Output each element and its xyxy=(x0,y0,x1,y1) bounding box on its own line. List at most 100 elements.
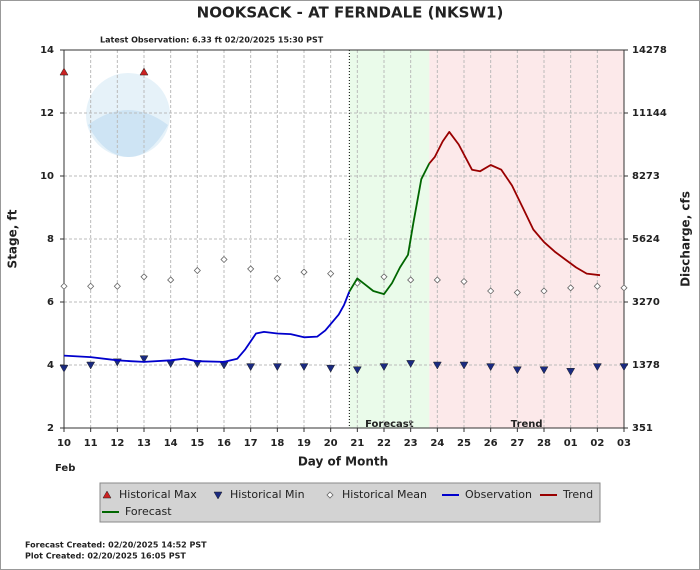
footer-line: Plot Created: 02/20/2025 16:05 PST xyxy=(25,552,186,561)
chart-title: NOOKSACK - AT FERNDALE (NKSW1) xyxy=(197,4,504,22)
marker xyxy=(460,277,468,286)
marker xyxy=(567,284,575,292)
x-sublabel: Feb xyxy=(55,463,75,474)
y-tick-label: 8 xyxy=(47,234,54,245)
x-tick-label: 17 xyxy=(244,438,258,449)
series-line xyxy=(63,291,351,363)
marker xyxy=(220,255,228,264)
marker xyxy=(352,366,362,375)
x-tick-label: 19 xyxy=(297,438,311,449)
marker xyxy=(113,282,121,290)
x-tick-label: 22 xyxy=(377,438,391,449)
marker xyxy=(540,287,548,295)
marker xyxy=(59,364,69,373)
y-tick-label: 12 xyxy=(40,108,54,119)
y-tick-label: 10 xyxy=(40,171,54,182)
marker xyxy=(300,268,308,276)
y2-tick-label: 5624 xyxy=(632,234,660,245)
x-tick-label: 25 xyxy=(457,438,471,449)
x-tick-label: 18 xyxy=(270,438,284,449)
y-tick-label: 6 xyxy=(47,297,54,308)
legend-marker xyxy=(213,491,223,500)
marker xyxy=(87,282,95,290)
marker xyxy=(193,266,201,275)
x-tick-label: 23 xyxy=(404,438,418,449)
marker xyxy=(487,287,495,295)
x-tick-label: 10 xyxy=(57,438,71,449)
x-tick-label: 12 xyxy=(110,438,124,449)
y2-tick-label: 14278 xyxy=(632,45,667,56)
legend-label: Forecast xyxy=(125,505,172,518)
marker xyxy=(246,363,256,372)
marker xyxy=(620,284,628,292)
marker xyxy=(593,282,601,290)
plot-frame xyxy=(63,49,625,429)
y2-tick-label: 11144 xyxy=(632,108,667,119)
legend-label: Trend xyxy=(562,488,593,501)
x-tick-label: 01 xyxy=(564,438,578,449)
marker xyxy=(273,274,281,282)
y2-tick-label: 8273 xyxy=(632,171,660,182)
marker xyxy=(380,273,388,281)
x-tick-label: 16 xyxy=(217,438,231,449)
marker xyxy=(326,364,336,373)
series-line xyxy=(348,162,431,295)
legend-label: Observation xyxy=(465,488,532,501)
legend-marker xyxy=(326,491,334,499)
marker xyxy=(432,361,442,370)
marker xyxy=(486,363,496,372)
x-tick-label: 26 xyxy=(484,438,498,449)
y2-tick-label: 351 xyxy=(632,423,653,434)
marker xyxy=(407,276,415,284)
logo-wave xyxy=(88,110,168,158)
y2-axis-label: Discharge, cfs xyxy=(679,191,693,287)
y2-tick-label: 3270 xyxy=(632,297,660,308)
marker xyxy=(513,288,521,297)
y2-tick-label: 1378 xyxy=(632,360,660,371)
y-axis-label: Stage, ft xyxy=(6,209,20,268)
footer-line: Forecast Created: 02/20/2025 14:52 PST xyxy=(25,541,207,550)
series-line xyxy=(428,131,601,277)
region-label: Forecast xyxy=(365,419,414,430)
marker xyxy=(272,363,282,372)
y-tick-label: 4 xyxy=(47,360,54,371)
marker xyxy=(140,273,148,281)
x-tick-label: 13 xyxy=(137,438,151,449)
marker xyxy=(592,363,602,372)
x-tick-label: 24 xyxy=(430,438,444,449)
legend-marker xyxy=(102,490,112,499)
marker xyxy=(86,361,96,370)
marker xyxy=(327,270,335,278)
x-tick-label: 03 xyxy=(617,438,631,449)
marker xyxy=(459,361,469,370)
x-tick-label: 11 xyxy=(84,438,98,449)
legend-label: Historical Mean xyxy=(342,488,427,501)
x-tick-label: 02 xyxy=(590,438,604,449)
x-tick-label: 28 xyxy=(537,438,551,449)
marker xyxy=(619,363,629,372)
x-tick-label: 15 xyxy=(190,438,204,449)
x-tick-label: 14 xyxy=(164,438,178,449)
marker xyxy=(139,67,149,76)
subtitle: Latest Observation: 6.33 ft 02/20/2025 1… xyxy=(100,36,324,45)
logo xyxy=(86,73,170,158)
marker xyxy=(539,366,549,375)
marker xyxy=(139,355,149,364)
legend-label: Historical Max xyxy=(119,488,197,501)
x-tick-label: 20 xyxy=(324,438,338,449)
x-tick-label: 27 xyxy=(510,438,524,449)
marker xyxy=(167,276,175,284)
marker xyxy=(512,366,522,375)
marker xyxy=(379,363,389,372)
marker xyxy=(299,363,309,372)
marker xyxy=(60,282,68,290)
x-axis-label: Day of Month xyxy=(298,455,388,469)
marker xyxy=(59,67,69,76)
marker xyxy=(406,360,416,368)
x-tick-label: 21 xyxy=(350,438,364,449)
legend-box xyxy=(99,482,601,523)
marker xyxy=(247,265,255,273)
region-label: Trend xyxy=(511,419,543,430)
y-tick-label: 14 xyxy=(40,45,54,56)
